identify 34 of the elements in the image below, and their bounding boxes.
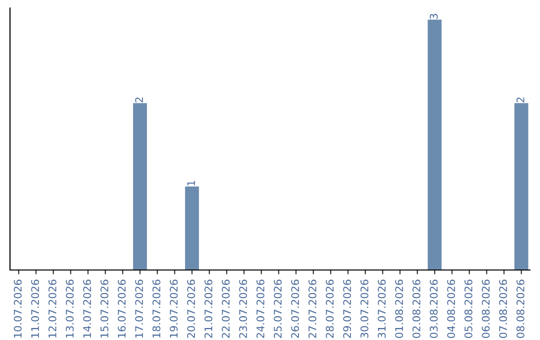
x-tick-label: 15.07.2026 [100,280,108,338]
x-tick-label: 03.08.2026 [430,280,438,338]
x-tick-label: 30.07.2026 [360,280,368,338]
data-label: 2 [135,98,143,102]
x-tick-label: 21.07.2026 [204,280,212,338]
data-label: 3 [430,14,438,19]
data-label: 2 [516,98,524,102]
x-tick-label: 12.07.2026 [48,280,56,338]
x-tick-label: 06.08.2026 [482,280,490,338]
x-tick-label: 10.07.2026 [14,280,22,338]
x-tick-label: 17.07.2026 [135,280,144,338]
x-tick-label: 29.07.2026 [343,280,352,338]
x-tick-label: 11.07.2026 [31,280,40,338]
x-tick-label: 01.08.2026 [395,280,404,338]
x-tick-label: 04.08.2026 [447,280,456,338]
x-tick-label: 16.07.2026 [118,280,126,338]
x-tick-label: 14.07.2026 [83,280,92,338]
data-label: 1 [187,180,195,186]
x-tick-label: 27.07.2026 [308,280,316,338]
x-tick-label: 02.08.2026 [412,280,420,338]
x-tick-label: 19.07.2026 [170,280,178,338]
x-tick-label: 07.08.2026 [499,280,508,338]
x-tick-label: 13.07.2026 [66,280,74,338]
x-tick-label: 22.07.2026 [222,280,230,338]
x-tick-label: 05.08.2026 [464,280,472,338]
x-tick-label: 20.07.2026 [187,280,196,338]
x-tick-label: 28.07.2026 [326,280,334,338]
x-tick-label: 18.07.2026 [152,280,160,338]
x-tick-label: 31.07.2026 [378,280,386,338]
x-tick-label: 08.08.2026 [516,280,524,338]
x-tick-label: 26.07.2026 [291,280,300,338]
x-tick-label: 23.07.2026 [239,280,248,338]
x-tick-label: 24.07.2026 [256,280,264,338]
x-tick-label: 25.07.2026 [274,280,282,338]
